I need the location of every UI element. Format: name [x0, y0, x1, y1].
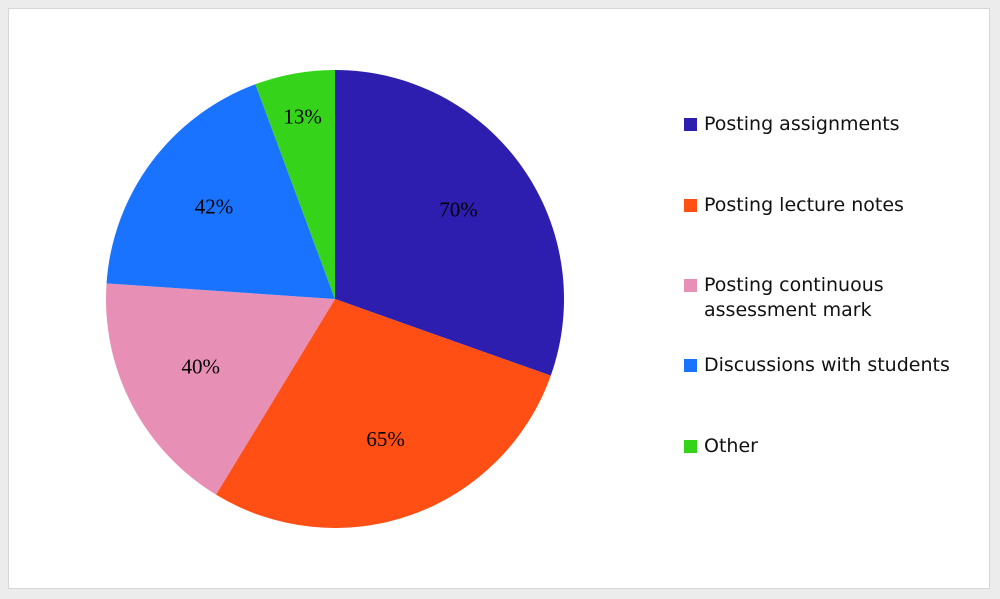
legend-label: Posting continuous assessment mark — [704, 274, 884, 321]
pie-slice-other — [255, 70, 335, 299]
legend-swatch — [684, 279, 697, 292]
slice-label-posting-continuous-assessment-mark: 40% — [182, 354, 221, 378]
legend-swatch — [684, 118, 697, 131]
pie-slice-posting-continuous-assessment-mark — [106, 283, 335, 495]
legend-swatch — [684, 359, 697, 372]
legend-label: Posting assignments — [704, 113, 900, 135]
slice-label-posting-lecture-notes: 65% — [366, 427, 405, 451]
legend-item-other: Other — [684, 434, 974, 459]
pie-slice-discussions-with-students — [106, 84, 336, 299]
legend-swatch — [684, 199, 697, 212]
legend-label: Posting lecture notes — [704, 194, 904, 216]
slice-label-other: 13% — [283, 104, 322, 128]
pie-slice-posting-assignments — [335, 70, 565, 376]
legend-item-posting-lecture-notes: Posting lecture notes — [684, 193, 974, 218]
legend-item-posting-assignments: Posting assignments — [684, 112, 974, 137]
legend-label: Other — [704, 435, 758, 457]
slice-label-posting-assignments: 70% — [439, 198, 478, 222]
legend-label: Discussions with students — [704, 354, 950, 376]
legend-item-posting-continuous-assessment-mark: Posting continuous assessment mark — [684, 273, 974, 323]
slice-label-discussions-with-students: 42% — [195, 194, 234, 218]
legend-swatch — [684, 440, 697, 453]
pie-slice-posting-lecture-notes — [216, 299, 551, 529]
legend-item-discussions-with-students: Discussions with students — [684, 353, 974, 378]
